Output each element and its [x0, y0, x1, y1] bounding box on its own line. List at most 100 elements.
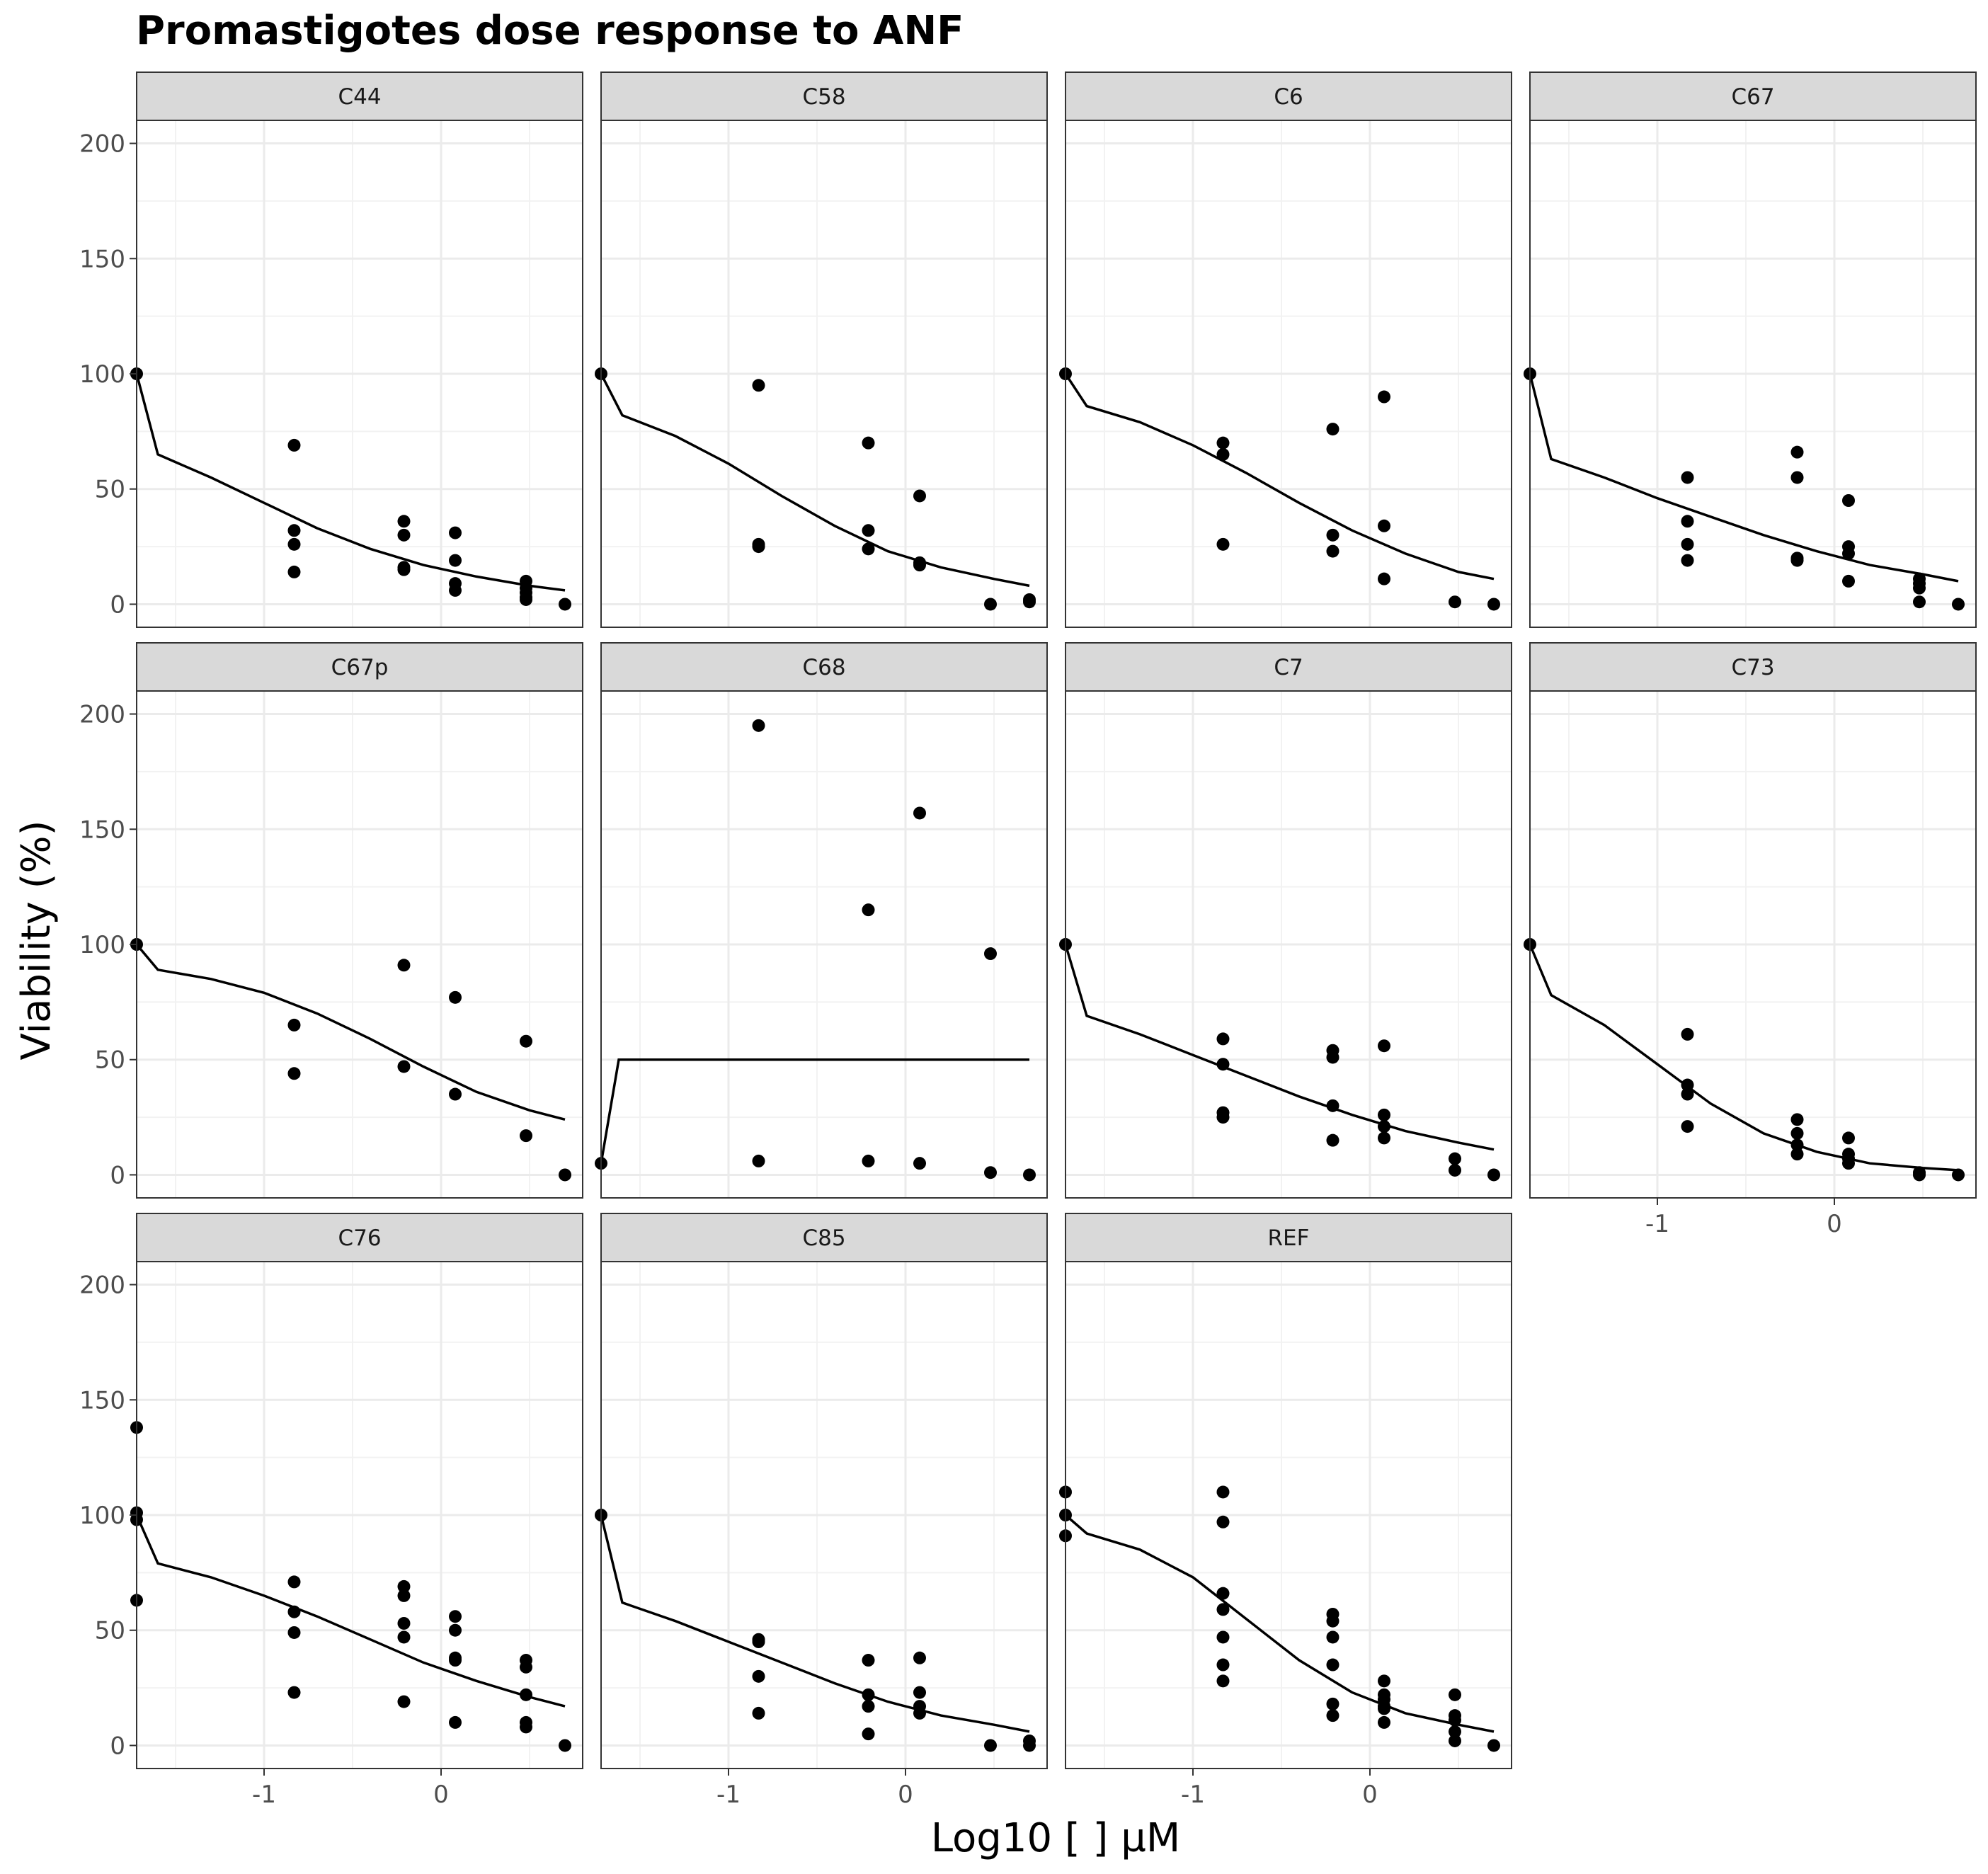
data-point: [449, 1623, 462, 1637]
data-point: [1681, 537, 1694, 551]
data-point: [449, 1715, 462, 1729]
data-point: [862, 1727, 875, 1741]
chart-title: Promastigotes dose response to ANF: [136, 8, 964, 54]
data-point: [1326, 544, 1339, 558]
data-point: [752, 1154, 765, 1167]
strip-background: [1065, 642, 1512, 692]
panel-border: [600, 690, 1048, 1199]
y-tick-label: 50: [95, 476, 125, 504]
data-point: [287, 1626, 301, 1639]
strip-label: C6: [1274, 84, 1303, 110]
data-point: [1216, 1603, 1230, 1616]
data-point: [1023, 593, 1036, 606]
fit-curve: [1529, 373, 1959, 583]
data-point: [287, 524, 301, 537]
data-point: [1378, 1131, 1390, 1145]
data-point: [1487, 1739, 1500, 1752]
data-point: [559, 598, 571, 611]
data-point: [1449, 1163, 1461, 1177]
strip-label: C85: [802, 1225, 845, 1251]
data-point: [913, 559, 926, 572]
panel-border: [1065, 690, 1512, 1199]
data-point: [862, 436, 875, 450]
data-point: [559, 1168, 571, 1182]
data-point: [449, 583, 462, 597]
data-point: [1449, 1725, 1461, 1738]
strip-background: [1065, 72, 1512, 121]
strip-background: [1529, 642, 1977, 692]
data-point: [752, 1669, 765, 1683]
data-point: [1842, 1131, 1855, 1145]
fit-curve: [600, 373, 1030, 588]
fit-curve: [1064, 944, 1495, 1151]
y-tick-label: 100: [79, 1502, 125, 1530]
y-tick-label: 100: [79, 931, 125, 959]
data-point: [287, 1067, 301, 1080]
facet-panel-C44: C44 0 50 100 150 200: [79, 72, 583, 628]
data-point: [1790, 1148, 1804, 1161]
strip-background: [1065, 1213, 1512, 1262]
data-point: [1378, 1702, 1390, 1715]
data-point: [1449, 1152, 1461, 1165]
y-axis-title: Viability (%): [13, 821, 59, 1061]
data-point: [397, 1695, 411, 1708]
data-point: [862, 1688, 875, 1701]
strip-label: REF: [1268, 1225, 1310, 1251]
data-point: [287, 1575, 301, 1589]
strip-label: C76: [338, 1225, 381, 1251]
fit-curve: [1064, 373, 1495, 581]
data-point: [1487, 598, 1500, 611]
data-point: [449, 1610, 462, 1623]
fit-curve: [135, 1514, 566, 1708]
fit-curve: [135, 943, 566, 1121]
data-point: [287, 537, 301, 551]
strip-label: C44: [338, 84, 381, 110]
strip-background: [1529, 72, 1977, 121]
data-point: [1378, 1120, 1390, 1133]
data-point: [397, 1589, 411, 1602]
data-point: [913, 1157, 926, 1170]
x-tick-label: 0: [433, 1781, 449, 1809]
data-point: [1378, 1039, 1390, 1053]
facet-panel-C68: C68: [595, 642, 1048, 1199]
data-point: [984, 598, 997, 611]
data-point: [449, 990, 462, 1004]
panel-border: [600, 120, 1048, 628]
data-point: [1842, 574, 1855, 588]
y-tick-label: 150: [79, 1386, 125, 1415]
data-point: [1023, 1168, 1036, 1182]
data-point: [1216, 1658, 1230, 1672]
data-point: [287, 1018, 301, 1032]
data-point: [1216, 1058, 1230, 1071]
strip-background: [600, 72, 1048, 121]
data-point: [1449, 1734, 1461, 1747]
data-point: [1378, 390, 1390, 404]
data-point: [287, 565, 301, 578]
y-tick-label: 50: [95, 1617, 125, 1645]
data-point: [1790, 445, 1804, 459]
data-point: [397, 1630, 411, 1644]
panel-border: [600, 1261, 1048, 1769]
data-point: [1378, 1715, 1390, 1729]
x-tick-label: 0: [898, 1781, 913, 1809]
data-point: [397, 1060, 411, 1073]
data-point: [1952, 598, 1965, 611]
data-point: [520, 1720, 532, 1734]
data-point: [1913, 581, 1926, 595]
data-point: [1790, 1126, 1804, 1140]
data-point: [1326, 1697, 1339, 1710]
facet-panel-C58: C58: [595, 72, 1048, 628]
data-point: [984, 947, 997, 961]
data-point: [449, 1654, 462, 1667]
data-point: [397, 515, 411, 528]
data-point: [984, 1166, 997, 1179]
data-point: [862, 1154, 875, 1167]
strip-label: C73: [1731, 655, 1774, 680]
panel-border: [1529, 120, 1977, 628]
data-point: [752, 1635, 765, 1648]
data-point: [1326, 1630, 1339, 1644]
x-tick-label: 0: [1827, 1210, 1842, 1238]
data-point: [862, 524, 875, 537]
data-point: [1216, 1587, 1230, 1600]
